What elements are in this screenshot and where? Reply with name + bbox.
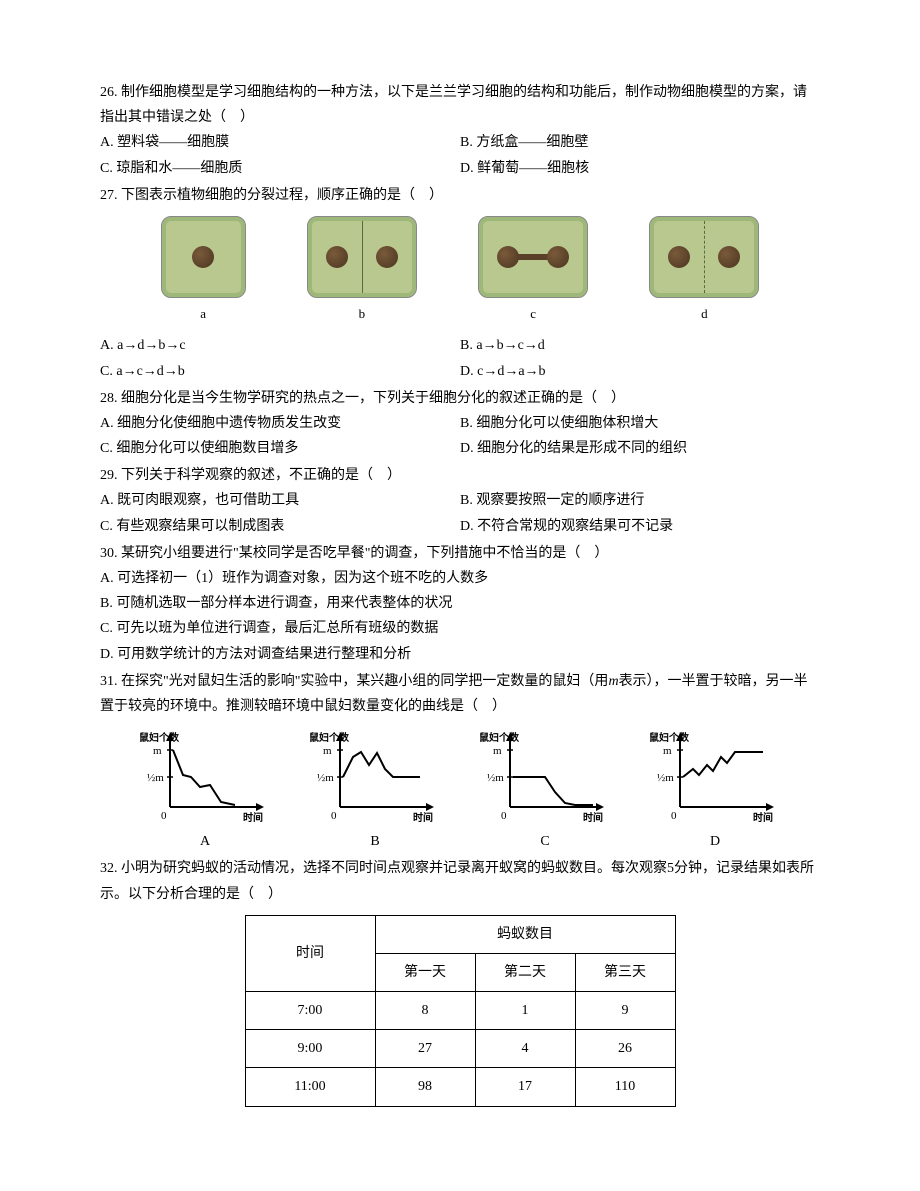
q30-options: A. 可选择初一（1）班作为调查对象，因为这个班不吃的人数多 B. 可随机选取一… [100,566,820,667]
question-32: 32. 小明为研究蚂蚁的活动情况，选择不同时间点观察并记录离开蚁窝的蚂蚁数目。每… [100,856,820,1106]
svg-text:½m: ½m [657,772,674,784]
q27-options: A. a→d→b→c B. a→b→c→d C. a→c→d→b D. c→d→… [100,333,820,383]
question-30: 30. 某研究小组要进行"某校同学是否吃早餐"的调查，下列措施中不恰当的是（ ）… [100,541,820,667]
svg-text:0: 0 [501,810,507,822]
chart-c: 鼠妇个数 m ½m 0 时间 C [475,727,615,854]
q26-opt-a: A. 塑料袋——细胞膜 [100,130,460,155]
q32-table: 时间 蚂蚁数目 第一天 第二天 第三天 7:00 8 1 9 9:00 27 4… [245,915,676,1107]
q29-opt-c: C. 有些观察结果可以制成图表 [100,514,460,539]
svg-text:½m: ½m [487,772,504,784]
header-day2: 第二天 [475,953,575,991]
table-row: 11:00 98 17 110 [245,1068,675,1106]
svg-text:时间: 时间 [583,811,603,824]
q28-stem: 28. 细胞分化是当今生物学研究的热点之一，下列关于细胞分化的叙述正确的是（ ） [100,386,820,411]
q29-opt-d: D. 不符合常规的观察结果可不记录 [460,514,820,539]
label-a: a [200,302,206,325]
cell-b: b [307,216,417,325]
svg-text:0: 0 [671,810,677,822]
q28-opt-d: D. 细胞分化的结果是形成不同的组织 [460,436,820,461]
header-time: 时间 [245,915,375,991]
q27-stem: 27. 下图表示植物细胞的分裂过程，顺序正确的是（ ） [100,183,820,208]
cell-d: d [649,216,759,325]
q30-opt-a: A. 可选择初一（1）班作为调查对象，因为这个班不吃的人数多 [100,566,820,591]
svg-text:时间: 时间 [243,811,263,824]
chart-b: 鼠妇个数 m ½m 0 时间 B [305,727,445,854]
q30-opt-c: C. 可先以班为单位进行调查，最后汇总所有班级的数据 [100,616,820,641]
question-26: 26. 制作细胞模型是学习细胞结构的一种方法，以下是兰兰学习细胞的结构和功能后，… [100,80,820,181]
header-day3: 第三天 [575,953,675,991]
q31-stem: 31. 在探究"光对鼠妇生活的影响"实验中，某兴趣小组的同学把一定数量的鼠妇（用… [100,669,820,719]
svg-text:鼠妇个数: 鼠妇个数 [479,731,520,744]
svg-text:0: 0 [161,810,167,822]
q27-opt-b: B. a→b→c→d [460,333,820,358]
q30-opt-d: D. 可用数学统计的方法对调查结果进行整理和分析 [100,642,820,667]
svg-text:m: m [663,745,672,757]
chart-d-label: D [710,829,720,854]
svg-text:时间: 时间 [413,811,433,824]
svg-text:m: m [493,745,502,757]
q29-opt-a: A. 既可肉眼观察，也可借助工具 [100,488,460,513]
label-c: c [530,302,536,325]
label-b: b [359,302,366,325]
q27-figure: a b c d [130,216,790,325]
svg-text:½m: ½m [147,772,164,784]
q29-options: A. 既可肉眼观察，也可借助工具 B. 观察要按照一定的顺序进行 C. 有些观察… [100,488,820,538]
svg-text:m: m [153,745,162,757]
question-28: 28. 细胞分化是当今生物学研究的热点之一，下列关于细胞分化的叙述正确的是（ ）… [100,386,820,462]
chart-d: 鼠妇个数 m ½m 0 时间 D [645,727,785,854]
header-count: 蚂蚁数目 [375,915,675,953]
q26-opt-c: C. 琼脂和水——细胞质 [100,156,460,181]
cell-c: c [478,216,588,325]
table-row: 9:00 27 4 26 [245,1030,675,1068]
question-31: 31. 在探究"光对鼠妇生活的影响"实验中，某兴趣小组的同学把一定数量的鼠妇（用… [100,669,820,855]
question-29: 29. 下列关于科学观察的叙述，不正确的是（ ） A. 既可肉眼观察，也可借助工… [100,463,820,539]
label-d: d [701,302,708,325]
q32-stem: 32. 小明为研究蚂蚁的活动情况，选择不同时间点观察并记录离开蚁窝的蚂蚁数目。每… [100,856,820,906]
question-27: 27. 下图表示植物细胞的分裂过程，顺序正确的是（ ） a b c [100,183,820,384]
q28-opt-a: A. 细胞分化使细胞中遗传物质发生改变 [100,411,460,436]
cell-a: a [161,216,246,325]
q29-opt-b: B. 观察要按照一定的顺序进行 [460,488,820,513]
svg-text:m: m [323,745,332,757]
svg-text:鼠妇个数: 鼠妇个数 [309,731,350,744]
q26-stem: 26. 制作细胞模型是学习细胞结构的一种方法，以下是兰兰学习细胞的结构和功能后，… [100,80,820,130]
q30-stem: 30. 某研究小组要进行"某校同学是否吃早餐"的调查，下列措施中不恰当的是（ ） [100,541,820,566]
svg-text:鼠妇个数: 鼠妇个数 [139,731,180,744]
q28-options: A. 细胞分化使细胞中遗传物质发生改变 B. 细胞分化可以使细胞体积增大 C. … [100,411,820,461]
svg-text:0: 0 [331,810,337,822]
svg-text:鼠妇个数: 鼠妇个数 [649,731,690,744]
q26-opt-d: D. 鲜葡萄——细胞核 [460,156,820,181]
q30-opt-b: B. 可随机选取一部分样本进行调查，用来代表整体的状况 [100,591,820,616]
q29-stem: 29. 下列关于科学观察的叙述，不正确的是（ ） [100,463,820,488]
q27-opt-d: D. c→d→a→b [460,359,820,384]
table-row: 7:00 8 1 9 [245,992,675,1030]
q26-options: A. 塑料袋——细胞膜 B. 方纸盒——细胞壁 C. 琼脂和水——细胞质 D. … [100,130,820,180]
q31-charts: 鼠妇个数 m ½m 0 时间 A 鼠妇个数 m ½m [120,727,800,854]
q27-opt-a: A. a→d→b→c [100,333,460,358]
q28-opt-c: C. 细胞分化可以使细胞数目增多 [100,436,460,461]
header-day1: 第一天 [375,953,475,991]
chart-a: 鼠妇个数 m ½m 0 时间 A [135,727,275,854]
q28-opt-b: B. 细胞分化可以使细胞体积增大 [460,411,820,436]
svg-text:½m: ½m [317,772,334,784]
q27-opt-c: C. a→c→d→b [100,359,460,384]
svg-text:时间: 时间 [753,811,773,824]
chart-b-label: B [370,829,379,854]
chart-c-label: C [540,829,549,854]
q26-opt-b: B. 方纸盒——细胞壁 [460,130,820,155]
chart-a-label: A [200,829,210,854]
